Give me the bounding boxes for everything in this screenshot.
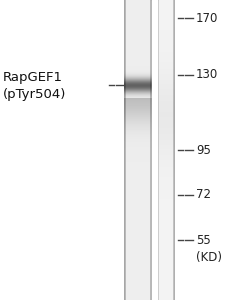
Text: RapGEF1: RapGEF1 <box>3 71 63 84</box>
Text: 72: 72 <box>196 188 211 202</box>
Text: 130: 130 <box>196 68 218 82</box>
Text: 95: 95 <box>196 143 211 157</box>
Text: 55: 55 <box>196 233 211 247</box>
Text: (pTyr504): (pTyr504) <box>3 88 66 101</box>
Text: (KD): (KD) <box>196 250 222 263</box>
Text: 170: 170 <box>196 11 218 25</box>
